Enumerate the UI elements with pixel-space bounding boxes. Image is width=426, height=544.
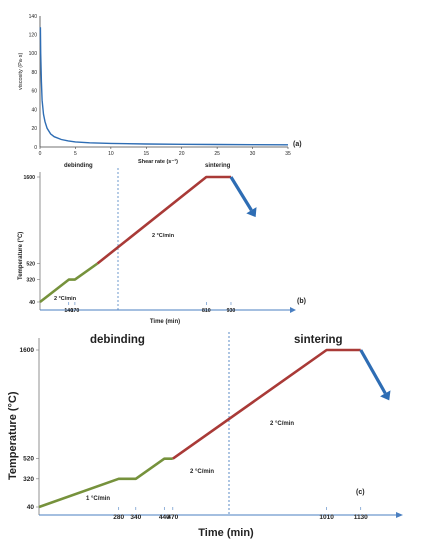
panel-a-label: (a): [293, 141, 302, 148]
panel-a: 0 5 10 15 20 25 30 35 0 20 40 60 80 100 120 140 viscosi…: [18, 14, 302, 165]
panel-c: debinding sintering Temperature (°C) Tim…: [7, 332, 403, 539]
pc-x-tick-label: 1130: [354, 514, 368, 521]
panel-a-ylabel: viscosity (Pa·s): [18, 53, 24, 90]
panel-a-y-tick-label: 0: [34, 145, 37, 151]
panel-b-cooling-arrowhead: [246, 207, 257, 218]
panel-b-cooling-arrow: [229, 176, 253, 212]
panel-a-x-tick-label: 30: [250, 151, 256, 157]
panel-b-rate-1: 2 °C/min: [54, 296, 77, 302]
panel-b-region-debinding: debinding: [64, 163, 93, 169]
pc-y-tick-label: 40: [27, 504, 35, 511]
pc-y-tick-label: 1600: [20, 347, 35, 354]
panel-c-rate-2: 2 °C/min: [190, 469, 214, 475]
panel-c-region-debinding: debinding: [90, 334, 145, 346]
panel-a-y-tick-label: 40: [31, 107, 37, 113]
panel-c-region-sintering: sintering: [294, 334, 343, 346]
pb-x-tick-label: 810: [202, 308, 211, 314]
panel-a-y-tick-label: 80: [31, 70, 37, 76]
panel-c-xlabel: Time (min): [198, 527, 254, 539]
panel-c-rate-3: 2 °C/min: [270, 421, 294, 427]
pb-x-tick-label: 930: [227, 308, 236, 314]
panel-c-ylabel: Temperature (°C): [7, 391, 19, 480]
panel-b-x-axis-arrowhead: [290, 307, 296, 313]
panel-c-rate-1: 1 °C/min: [86, 496, 110, 502]
panel-b-region-sintering: sintering: [205, 163, 231, 169]
pc-x-tick-label: 440: [159, 514, 170, 521]
pc-x-tick-label: 1010: [319, 514, 334, 521]
panel-a-viscosity-series: [39, 27, 289, 146]
pc-x-tick-label: 280: [113, 514, 124, 521]
panel-a-x-tick-label: 20: [179, 151, 185, 157]
panel-b-ylabel: Temperature (°C): [18, 232, 24, 280]
panel-a-y-tick-label: 120: [29, 33, 38, 39]
pb-x-tick-label: 140: [64, 308, 73, 314]
pc-y-tick-label: 520: [23, 456, 34, 463]
panel-a-x-tick-label: 5: [74, 151, 77, 157]
panel-a-x-tick-label: 10: [108, 151, 114, 157]
pb-y-tick-label: 320: [26, 278, 35, 284]
panel-b-rate-2: 2 °C/min: [152, 233, 175, 239]
panel-b-xlabel: Time (min): [150, 319, 180, 325]
pc-x-tick-label: 470: [167, 514, 178, 521]
pb-y-tick-label: 40: [29, 300, 35, 306]
panel-a-y-tick-label: 140: [29, 14, 38, 20]
panel-b-sintering-ramp: [96, 175, 231, 265]
pb-y-tick-label: 520: [26, 262, 35, 268]
panel-c-debinding-ramp: [38, 457, 173, 509]
panel-c-cooling-arrowhead: [380, 390, 391, 401]
panel-b-debinding-ramp: [39, 262, 99, 304]
panel-b-label: (b): [297, 298, 306, 305]
pc-y-tick-label: 320: [23, 476, 34, 483]
pb-y-tick-label: 1600: [23, 175, 35, 181]
panel-c-label: (c): [356, 489, 365, 496]
pb-x-tick-label: 170: [71, 308, 80, 314]
panel-a-y-tick-label: 20: [31, 126, 37, 132]
panel-a-x-tick-label: 25: [214, 151, 220, 157]
panel-a-xlabel: Shear rate (s⁻¹): [138, 158, 178, 165]
panel-c-sintering-ramp: [172, 348, 361, 460]
panel-a-x-tick-label: 35: [285, 151, 291, 157]
panel-a-y-tick-label: 100: [29, 51, 38, 57]
panel-b: debinding sintering Temperature (°C) Tim…: [18, 163, 306, 325]
panel-c-cooling-arrow: [359, 349, 387, 395]
panel-a-x-tick-label: 0: [39, 151, 42, 157]
pc-x-tick-label: 340: [130, 514, 141, 521]
panel-c-x-axis-arrowhead: [396, 512, 403, 518]
panel-a-y-tick-label: 60: [31, 89, 37, 95]
panel-a-x-tick-label: 15: [144, 151, 150, 157]
